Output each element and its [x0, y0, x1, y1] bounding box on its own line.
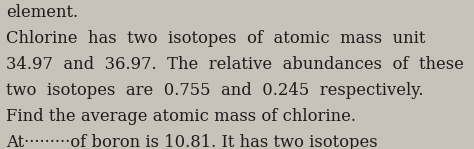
Text: Chlorine  has  two  isotopes  of  atomic  mass  unit: Chlorine has two isotopes of atomic mass…	[6, 30, 425, 47]
Text: At·········of boron is 10.81. It has two isotopes: At·········of boron is 10.81. It has two…	[6, 134, 378, 149]
Text: 34.97  and  36.97.  The  relative  abundances  of  these: 34.97 and 36.97. The relative abundances…	[6, 56, 464, 73]
Text: element.: element.	[6, 4, 78, 21]
Text: Find the average atomic mass of chlorine.: Find the average atomic mass of chlorine…	[6, 108, 356, 125]
Text: two  isotopes  are  0.755  and  0.245  respectively.: two isotopes are 0.755 and 0.245 respect…	[6, 82, 423, 99]
